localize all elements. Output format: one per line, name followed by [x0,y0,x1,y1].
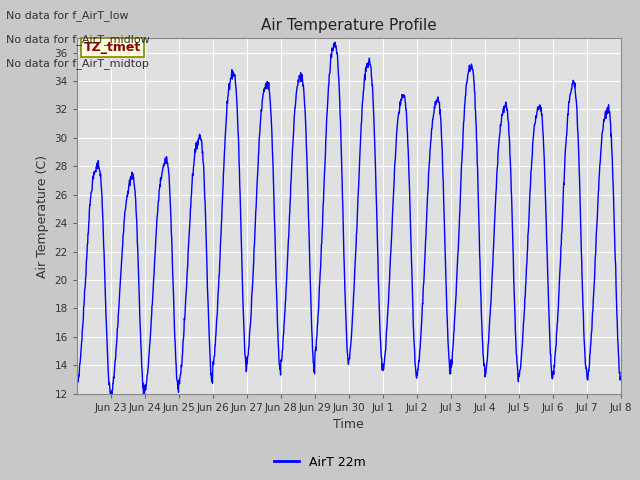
Text: No data for f_AirT_midtop: No data for f_AirT_midtop [6,58,149,69]
X-axis label: Time: Time [333,418,364,431]
Text: No data for f_AirT_low: No data for f_AirT_low [6,10,129,21]
Text: TZ_tmet: TZ_tmet [84,41,141,54]
Legend: AirT 22m: AirT 22m [269,451,371,474]
Title: Air Temperature Profile: Air Temperature Profile [261,18,436,33]
Y-axis label: Air Temperature (C): Air Temperature (C) [36,155,49,277]
Text: No data for f_AirT_midlow: No data for f_AirT_midlow [6,34,150,45]
